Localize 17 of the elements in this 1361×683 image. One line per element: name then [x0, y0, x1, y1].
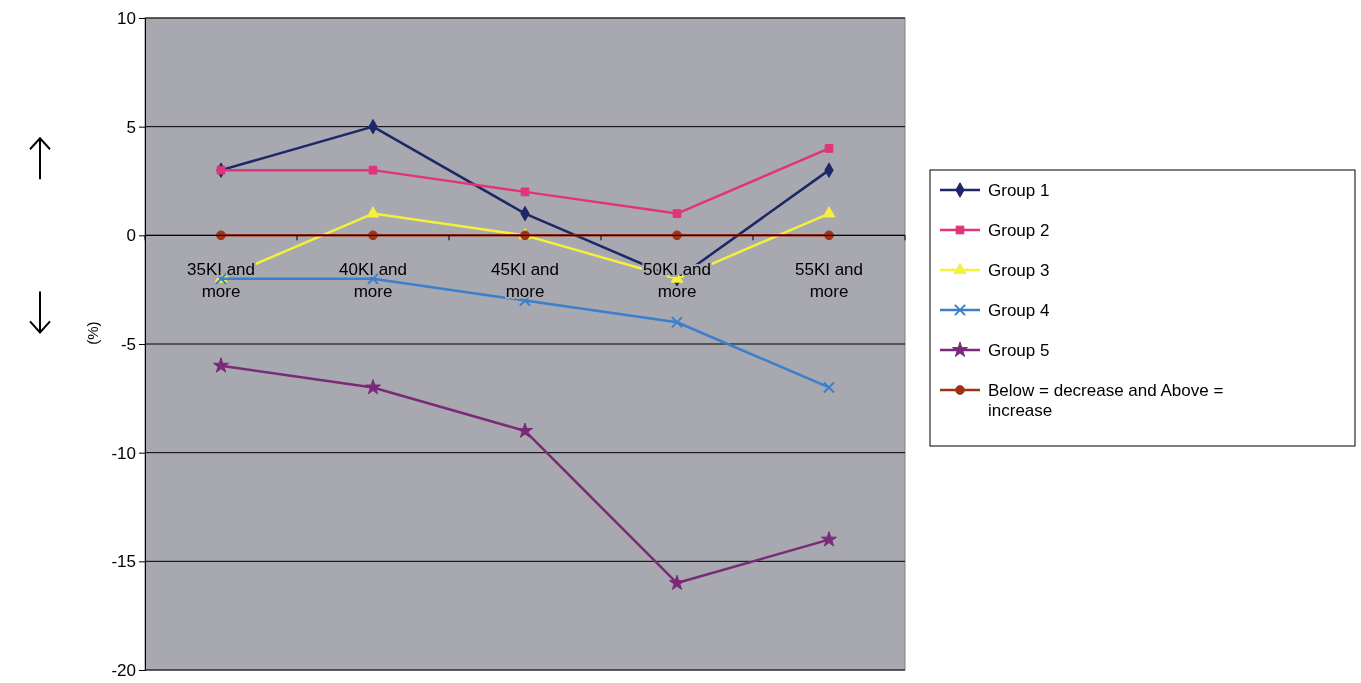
y-tick-label: 10 — [117, 8, 136, 28]
legend-label: Group 5 — [988, 341, 1050, 360]
legend-label: Group 4 — [988, 301, 1050, 320]
y-tick-label: -20 — [111, 660, 136, 680]
y-tick-label: -10 — [111, 443, 136, 463]
y-tick-label: -15 — [111, 552, 136, 572]
y-axis-title: (%) — [84, 321, 101, 345]
x-tick-label: 40KI and more — [338, 260, 408, 302]
x-tick-label: 55KI and more — [794, 260, 864, 302]
x-tick-label: 45KI and more — [490, 260, 560, 302]
y-tick-label: 5 — [126, 117, 136, 137]
legend-label: Group 2 — [988, 221, 1050, 240]
legend-label: Group 3 — [988, 261, 1050, 280]
y-tick-label: 0 — [126, 226, 136, 246]
legend-label: Below = decrease and Above = increase — [988, 381, 1224, 420]
legend-label: Group 1 — [988, 181, 1050, 200]
y-tick-label: -5 — [120, 334, 136, 354]
